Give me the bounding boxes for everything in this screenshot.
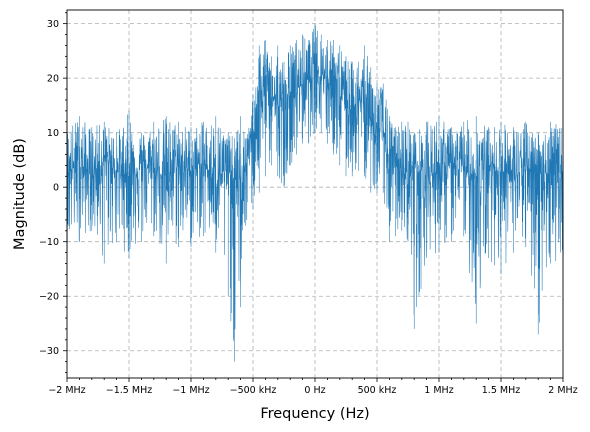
y-tick-label: 20 bbox=[47, 74, 59, 85]
spectrum-series-line bbox=[66, 23, 564, 362]
x-tick-label: 1.5 MHz bbox=[482, 385, 520, 396]
y-axis-label: Magnitude (dB) bbox=[12, 138, 28, 250]
x-tick-label: 1 MHz bbox=[424, 385, 453, 396]
data-layer bbox=[66, 23, 564, 362]
y-tick-label: −10 bbox=[39, 237, 59, 248]
x-tick-label: −500 kHz bbox=[230, 385, 277, 396]
x-axis-label: Frequency (Hz) bbox=[260, 406, 369, 422]
y-tick-label: 10 bbox=[47, 128, 59, 139]
x-tick-label: −1 MHz bbox=[172, 385, 209, 396]
x-tick-label: 0 Hz bbox=[304, 385, 325, 396]
x-tick-label: −1.5 MHz bbox=[106, 385, 152, 396]
y-tick-label: 0 bbox=[53, 183, 59, 194]
y-tick-label: 30 bbox=[47, 19, 59, 30]
tick-layer: −2 MHz −1.5 MHz −1 MHz −500 kHz 0 Hz 500 kHz 1… bbox=[39, 12, 578, 396]
x-tick-label: 500 kHz bbox=[358, 385, 397, 396]
x-tick-label: −2 MHz bbox=[48, 385, 85, 396]
y-tick-label: −30 bbox=[39, 346, 59, 357]
x-tick-label: 2 MHz bbox=[548, 385, 577, 396]
y-tick-label: −20 bbox=[39, 292, 59, 303]
